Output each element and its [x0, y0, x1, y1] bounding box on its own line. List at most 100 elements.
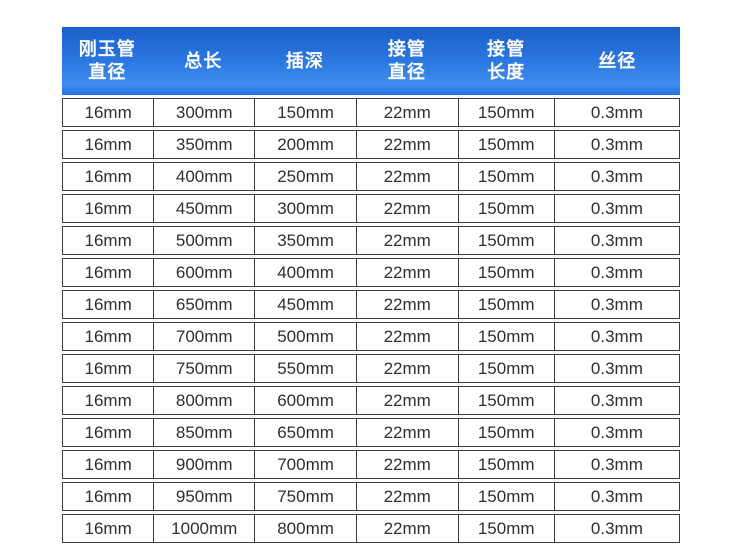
table-cell: 300mm	[254, 195, 356, 222]
table-row: 16mm 300mm 150mm 22mm 150mm 0.3mm	[62, 98, 680, 127]
table-cell: 150mm	[457, 99, 554, 126]
table-cell: 22mm	[355, 163, 458, 190]
table-cell: 16mm	[84, 422, 132, 442]
header-label: 丝径	[598, 50, 637, 71]
table-cell: 400mm	[254, 259, 356, 286]
table-cell: 150mm	[457, 483, 554, 510]
table-cell: 150mm	[457, 451, 554, 478]
table-cell: 150mm	[457, 195, 554, 222]
header-cell-2: 插深	[254, 27, 356, 95]
table-cell: 22mm	[355, 195, 458, 222]
spec-table: 刚玉管 直径 总长 插深 接管 直径 接管 长度 丝径 16mm 300mm 150mm 22mm 15…	[62, 27, 680, 543]
table-body: 16mm 300mm 150mm 22mm 150mm 0.3mm 16mm 350mm 200…	[62, 98, 680, 543]
table-row: 16mm 850mm 650mm 22mm 150mm 0.3mm	[62, 418, 680, 447]
table-cell: 150mm	[457, 387, 554, 414]
table-cell: 16mm	[84, 358, 132, 378]
table-cell: 150mm	[457, 131, 554, 158]
table-row: 16mm 600mm 400mm 22mm 150mm 0.3mm	[62, 258, 680, 287]
table-cell: 700mm	[254, 451, 356, 478]
table-row: 16mm 500mm 350mm 22mm 150mm 0.3mm	[62, 226, 680, 255]
table-cell: 22mm	[355, 483, 458, 510]
table-cell: 16mm	[84, 134, 132, 154]
table-cell: 0.3mm	[553, 387, 679, 414]
table-cell: 16mm	[84, 262, 132, 282]
table-cell: 22mm	[355, 323, 458, 350]
table-cell: 0.3mm	[553, 515, 679, 542]
header-label: 接管	[487, 39, 526, 59]
table-cell: 650mm	[254, 419, 356, 446]
table-cell: 0.3mm	[553, 227, 679, 254]
table-cell: 150mm	[457, 259, 554, 286]
table-cell: 0.3mm	[553, 419, 679, 446]
table-cell: 150mm	[457, 515, 554, 542]
header-label: 长度	[487, 62, 526, 82]
table-cell: 22mm	[355, 451, 458, 478]
table-cell: 22mm	[355, 259, 458, 286]
table-cell: 300mm	[153, 99, 254, 126]
table-cell: 950mm	[153, 483, 254, 510]
table-cell: 0.3mm	[553, 291, 679, 318]
table-cell: 150mm	[457, 323, 554, 350]
table-cell: 400mm	[153, 163, 254, 190]
table-cell: 16mm	[84, 518, 132, 538]
table-cell: 350mm	[254, 227, 356, 254]
table-cell: 150mm	[457, 163, 554, 190]
table-cell: 0.3mm	[553, 195, 679, 222]
table-cell: 16mm	[84, 166, 132, 186]
table-cell: 0.3mm	[553, 323, 679, 350]
table-row: 16mm 700mm 500mm 22mm 150mm 0.3mm	[62, 322, 680, 351]
header-label: 直径	[387, 62, 426, 82]
table-cell: 500mm	[153, 227, 254, 254]
table-cell: 250mm	[254, 163, 356, 190]
table-cell: 22mm	[355, 387, 458, 414]
table-cell: 1000mm	[153, 515, 254, 542]
header-cell-1: 总长	[153, 27, 254, 95]
table-row: 16mm 450mm 300mm 22mm 150mm 0.3mm	[62, 194, 680, 223]
table-cell: 150mm	[457, 355, 554, 382]
table-cell: 150mm	[254, 99, 356, 126]
table-row: 16mm 1000mm 800mm 22mm 150mm 0.3mm	[62, 514, 680, 543]
header-label: 接管	[387, 39, 426, 59]
table-cell: 0.3mm	[553, 259, 679, 286]
table-cell: 16mm	[84, 198, 132, 218]
table-row: 16mm 650mm 450mm 22mm 150mm 0.3mm	[62, 290, 680, 319]
table-cell: 16mm	[84, 326, 132, 346]
header-label: 直径	[88, 62, 127, 82]
table-row: 16mm 950mm 750mm 22mm 150mm 0.3mm	[62, 482, 680, 511]
table-cell: 550mm	[254, 355, 356, 382]
table-cell: 350mm	[153, 131, 254, 158]
table-header-row: 刚玉管 直径 总长 插深 接管 直径 接管 长度 丝径	[62, 27, 680, 95]
table-cell: 0.3mm	[553, 355, 679, 382]
table-row: 16mm 900mm 700mm 22mm 150mm 0.3mm	[62, 450, 680, 479]
table-cell: 200mm	[254, 131, 356, 158]
table-cell: 450mm	[153, 195, 254, 222]
table-cell: 450mm	[254, 291, 356, 318]
table-cell: 0.3mm	[553, 163, 679, 190]
table-cell: 22mm	[355, 419, 458, 446]
table-cell: 16mm	[84, 294, 132, 314]
table-cell: 0.3mm	[553, 483, 679, 510]
table-cell: 600mm	[153, 259, 254, 286]
header-cell-3: 接管 直径	[356, 27, 458, 95]
header-cell-4: 接管 长度	[458, 27, 555, 95]
header-label: 插深	[285, 50, 324, 71]
table-cell: 22mm	[355, 355, 458, 382]
table-cell: 600mm	[254, 387, 356, 414]
table-cell: 22mm	[355, 131, 458, 158]
table-cell: 22mm	[355, 515, 458, 542]
table-cell: 800mm	[153, 387, 254, 414]
table-cell: 900mm	[153, 451, 254, 478]
header-label: 刚玉管	[78, 39, 136, 59]
table-cell: 700mm	[153, 323, 254, 350]
table-cell: 750mm	[254, 483, 356, 510]
table-cell: 150mm	[457, 291, 554, 318]
header-cell-5: 丝径	[555, 27, 680, 95]
table-cell: 150mm	[457, 419, 554, 446]
header-label: 总长	[184, 50, 223, 71]
table-cell: 750mm	[153, 355, 254, 382]
table-cell: 22mm	[355, 99, 458, 126]
table-row: 16mm 750mm 550mm 22mm 150mm 0.3mm	[62, 354, 680, 383]
table-cell: 16mm	[84, 390, 132, 410]
table-row: 16mm 800mm 600mm 22mm 150mm 0.3mm	[62, 386, 680, 415]
header-cell-0: 刚玉管 直径	[62, 27, 153, 95]
